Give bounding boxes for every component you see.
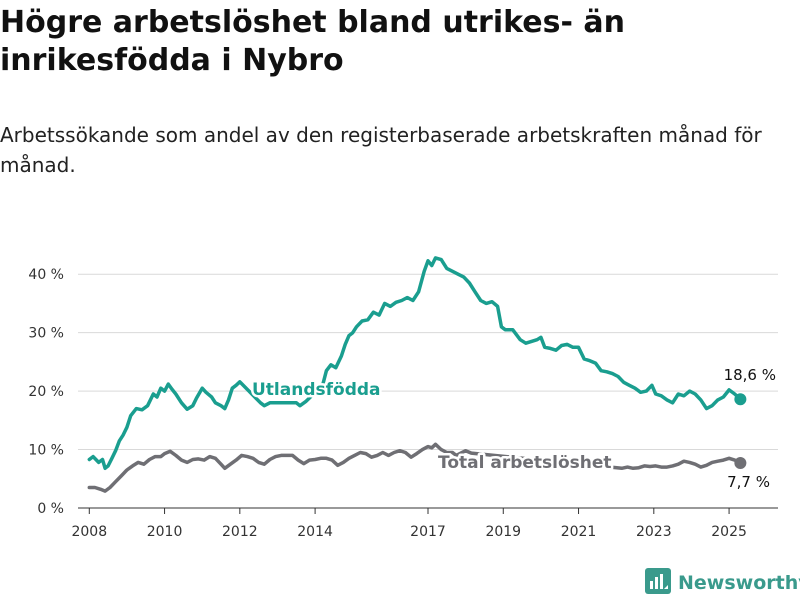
x-tick-label: 2021 (561, 524, 597, 540)
y-tick-label: 30 % (28, 326, 64, 342)
brand-name: Newsworthy (678, 572, 800, 594)
series-label-utlandsfodda: Utlandsfödda (252, 380, 381, 400)
chart-title: Högre arbetslöshet bland utrikes- än inr… (0, 5, 625, 78)
end-value-total: 7,7 % (727, 473, 770, 491)
x-axis: 2008 2010 2012 2014 2017 2019 2021 2023 2025 (71, 507, 778, 540)
chart-subtitle: Arbetssökande som andel av den registerb… (0, 123, 762, 177)
series-label-total: Total arbetslöshet (438, 453, 612, 473)
newsworthy-brand: Newsworthy (645, 568, 800, 598)
series-lines (87, 256, 747, 493)
y-tick-label: 0 % (37, 501, 64, 517)
y-tick-label: 40 % (28, 267, 64, 283)
gridlines (78, 273, 778, 451)
x-tick-label: 2014 (297, 524, 333, 540)
newsworthy-logo-icon (645, 568, 671, 598)
y-axis-ticks: 0 % 10 % 20 % 30 % 40 % (28, 267, 64, 517)
series-line-1 (87, 442, 743, 493)
y-tick-label: 20 % (28, 384, 64, 400)
series-line-0 (87, 256, 743, 471)
x-tick-label: 2023 (636, 524, 672, 540)
series-end-point-1 (734, 456, 747, 469)
x-tick-label: 2019 (485, 524, 521, 540)
series-end-point-0 (734, 393, 747, 406)
x-tick-label: 2008 (71, 524, 107, 540)
x-tick-label: 2012 (222, 524, 258, 540)
end-value-utlandsfodda: 18,6 % (724, 366, 776, 384)
x-tick-label: 2025 (711, 524, 747, 540)
series-labels: Utlandsfödda Total arbetslöshet 18,6 % 7… (250, 366, 777, 491)
x-tick-label: 2017 (410, 524, 446, 540)
y-tick-label: 10 % (28, 443, 64, 459)
x-tick-label: 2010 (147, 524, 183, 540)
